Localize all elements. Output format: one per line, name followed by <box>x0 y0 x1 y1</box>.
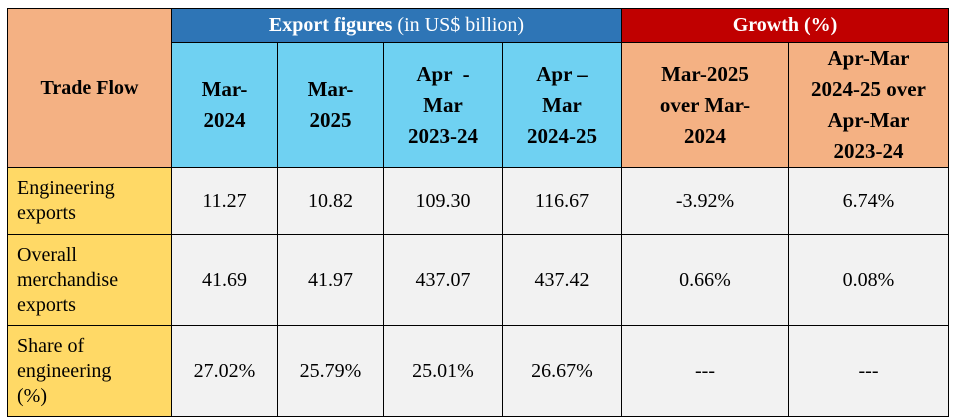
column-header-growth-mar: Mar-2025 over Mar- 2024 <box>621 42 789 168</box>
table-cell: 27.02% <box>171 325 278 417</box>
column-header-line: Apr - <box>416 61 470 86</box>
table-cell: 437.42 <box>502 234 622 326</box>
column-header-line: Mar <box>423 92 463 117</box>
table-cell: -3.92% <box>621 167 789 235</box>
column-header-line: Mar- <box>201 77 248 101</box>
table-cell: 109.30 <box>383 167 503 235</box>
row-label-line: engineering <box>17 359 112 382</box>
column-header-mar-2024: Mar- 2024 <box>171 42 278 168</box>
column-header-line: 2024-25 <box>527 123 597 148</box>
export-figures-header-bold: Export figures <box>268 14 393 36</box>
table-cell: 25.01% <box>383 325 503 417</box>
column-header-growth-apr-mar: Apr-Mar 2024-25 over Apr-Mar 2023-24 <box>788 42 949 168</box>
row-label-line: exports <box>17 202 76 224</box>
table-row: Share of engineering (%) 27.02% 25.79% 2… <box>7 325 949 417</box>
table-row: Overall merchandise exports 41.69 41.97 … <box>7 234 949 326</box>
row-label-line: (%) <box>17 384 47 407</box>
export-figures-header: Export figures (in US$ billion) <box>171 8 622 43</box>
table-cell: 116.67 <box>502 167 622 235</box>
column-header-line: Apr – <box>536 61 588 86</box>
table-cell: --- <box>788 325 949 417</box>
table-cell: 25.79% <box>277 325 384 417</box>
growth-header-text: Growth (%) <box>732 14 838 36</box>
table-cell: 437.07 <box>383 234 503 326</box>
row-label-line: Share of <box>17 334 85 357</box>
table-cell: 0.08% <box>788 234 949 326</box>
column-header-line: 2024 <box>684 123 726 148</box>
column-header-line: 2023-24 <box>408 123 478 148</box>
table-cell: --- <box>621 325 789 417</box>
export-figures-header-unit: (in US$ billion) <box>392 14 525 36</box>
column-header-line: Apr-Mar <box>827 46 910 70</box>
column-header-line: 2025 <box>309 108 352 132</box>
trade-flow-header-text: Trade Flow <box>40 76 139 99</box>
column-header-line: Mar- <box>307 77 354 101</box>
growth-header: Growth (%) <box>621 8 949 43</box>
table-cell: 11.27 <box>171 167 278 235</box>
column-header-line: Apr-Mar <box>827 108 910 132</box>
column-header-line: Mar <box>542 92 582 117</box>
row-label-share-of-engineering: Share of engineering (%) <box>7 325 172 417</box>
column-header-line: 2024-25 over <box>811 77 926 101</box>
export-figures-table: Trade Flow Export figures (in US$ billio… <box>7 8 949 417</box>
table-cell: 41.97 <box>277 234 384 326</box>
row-label-line: exports <box>17 293 76 316</box>
row-label-line: Overall <box>17 243 77 266</box>
trade-flow-header: Trade Flow <box>7 8 172 168</box>
column-header-line: over Mar- <box>659 92 751 117</box>
table-cell: 26.67% <box>502 325 622 417</box>
row-label-line: merchandise <box>17 268 119 291</box>
row-label-overall-merchandise-exports: Overall merchandise exports <box>7 234 172 326</box>
table-cell: 0.66% <box>621 234 789 326</box>
column-header-apr-mar-2023-24: Apr - Mar 2023-24 <box>383 42 503 168</box>
column-header-line: 2024 <box>203 108 246 132</box>
row-label-line: Engineering <box>17 177 115 199</box>
table-row: Engineering exports 11.27 10.82 109.30 1… <box>7 167 949 235</box>
column-header-mar-2025: Mar- 2025 <box>277 42 384 168</box>
column-header-line: Mar-2025 <box>661 61 749 86</box>
table-cell: 6.74% <box>788 167 949 235</box>
column-header-apr-mar-2024-25: Apr – Mar 2024-25 <box>502 42 622 168</box>
table-cell: 41.69 <box>171 234 278 326</box>
column-header-line: 2023-24 <box>833 139 904 163</box>
row-label-engineering-exports: Engineering exports <box>7 167 172 235</box>
table-cell: 10.82 <box>277 167 384 235</box>
